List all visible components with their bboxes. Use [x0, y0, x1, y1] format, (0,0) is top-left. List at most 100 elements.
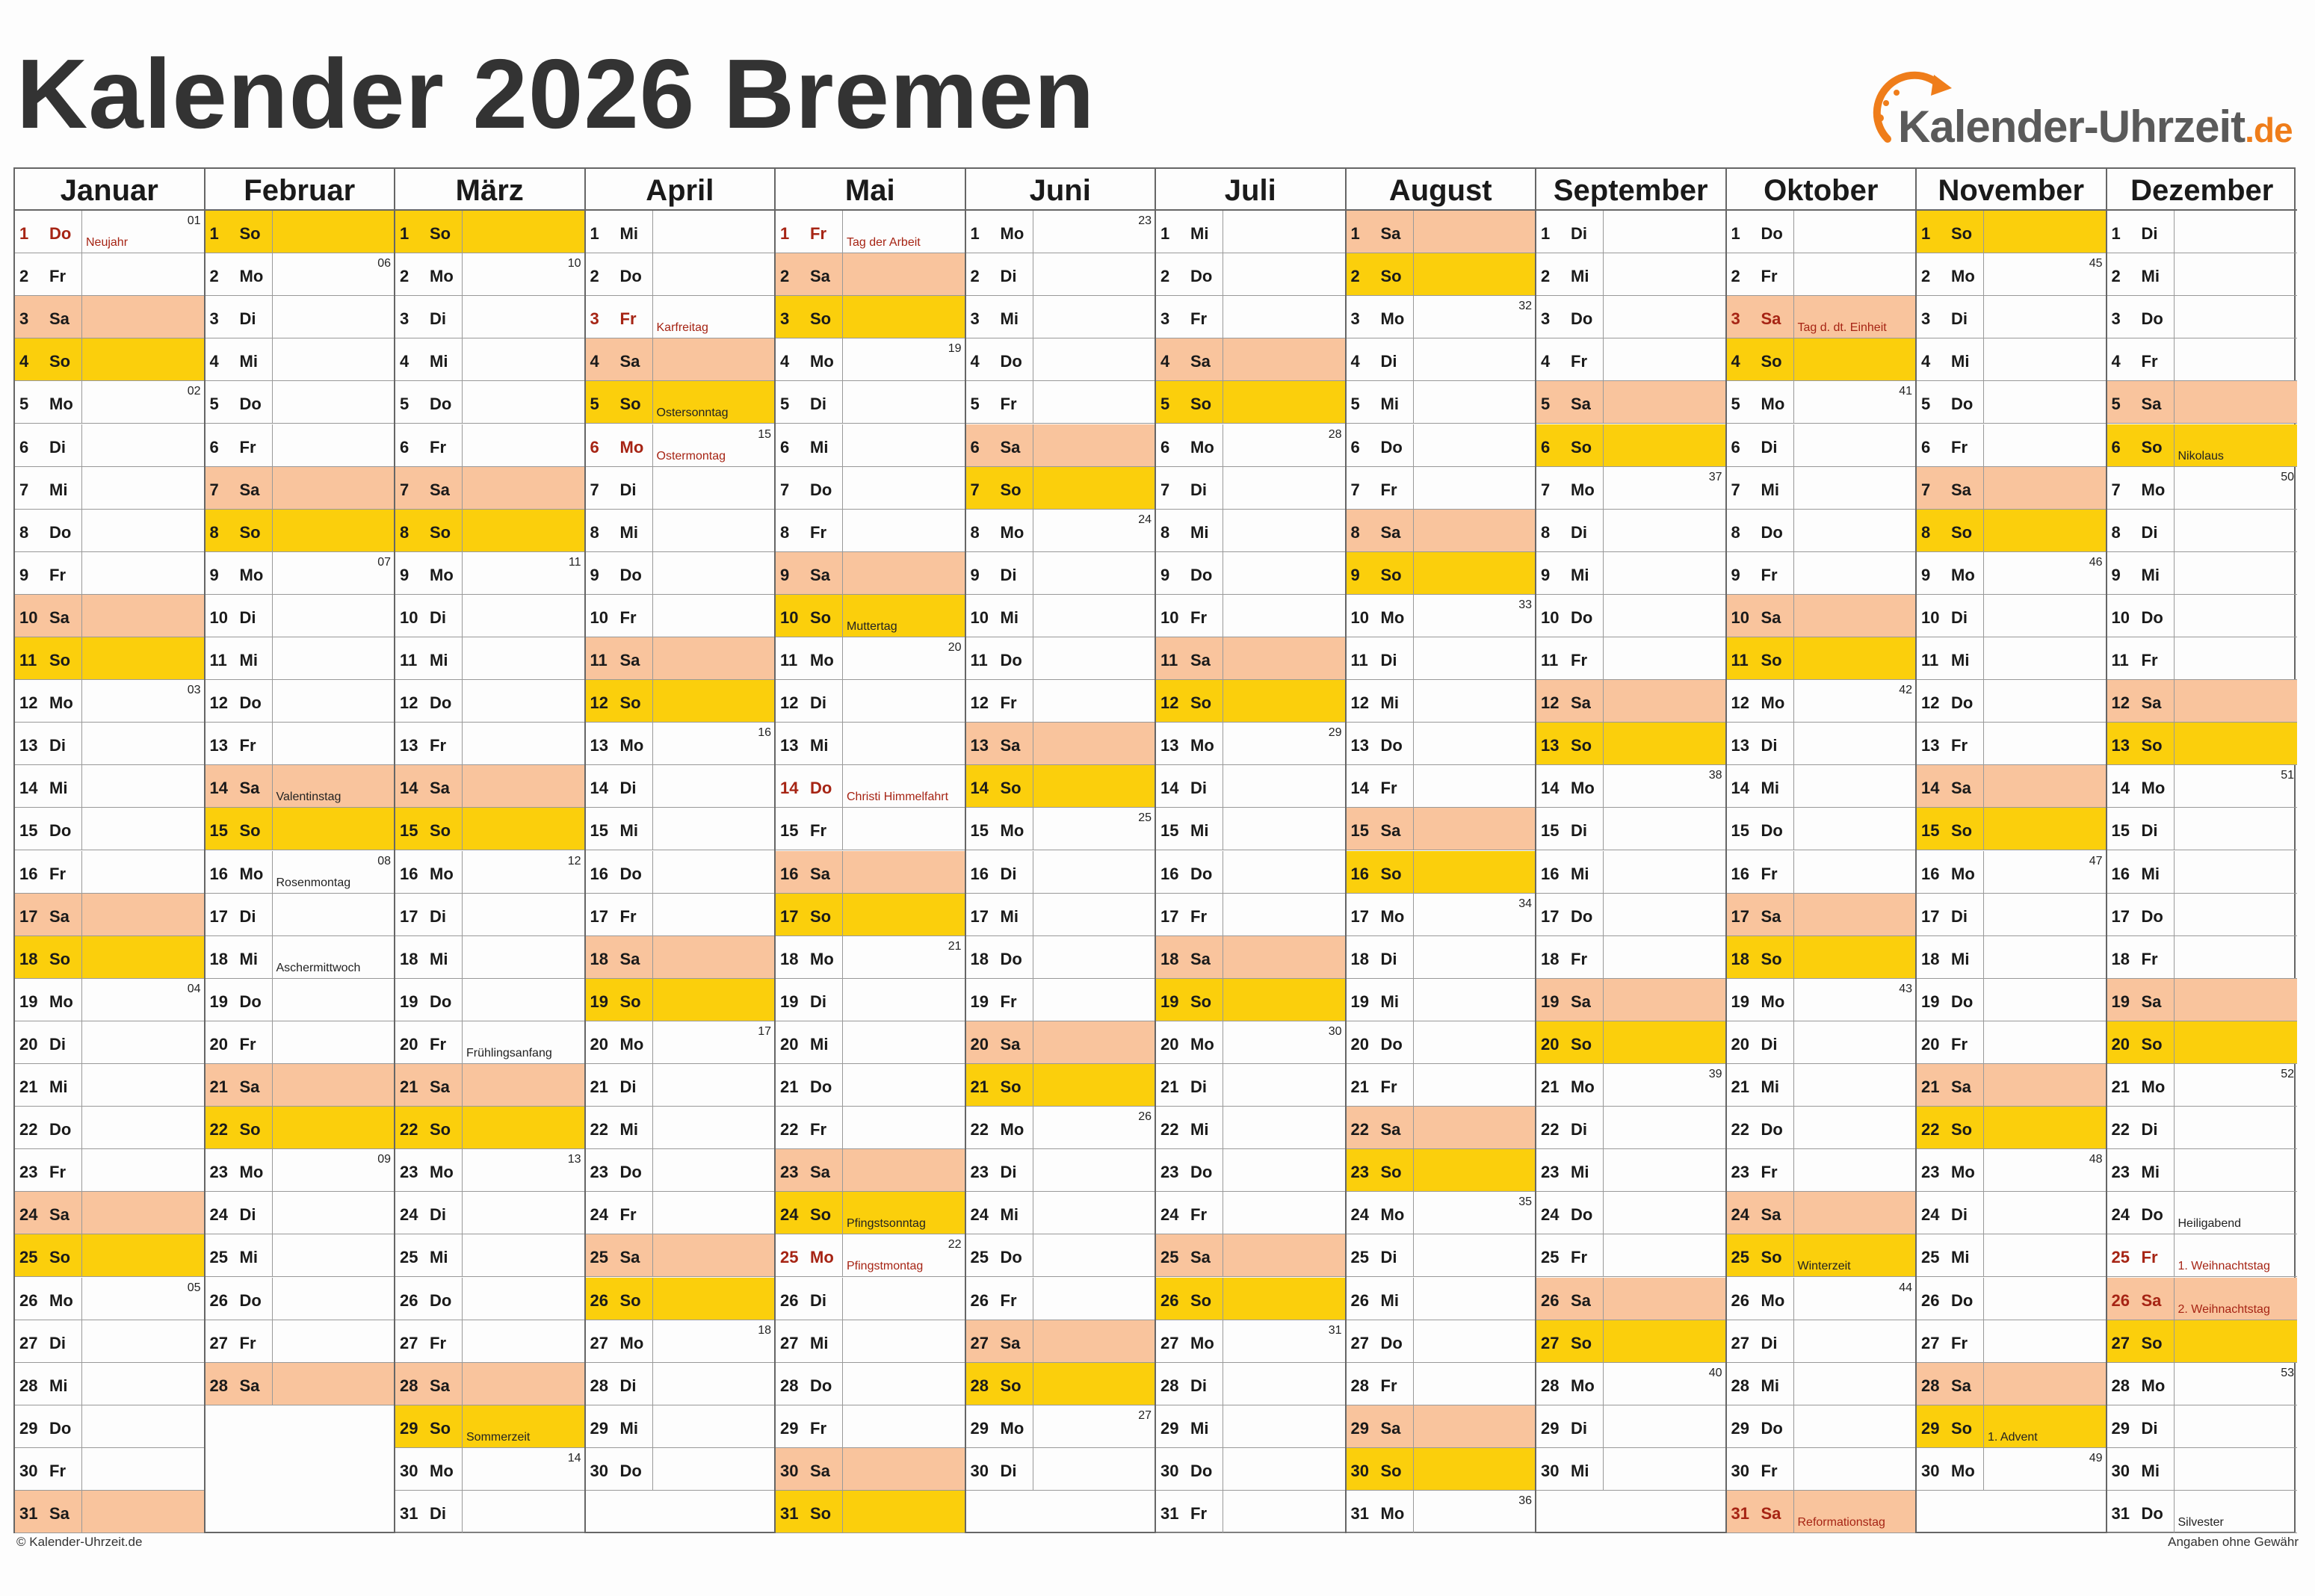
day-number: 2 [2111, 267, 2121, 286]
day-cell: 21 Mo [1536, 1064, 1604, 1107]
weekday-label: So [2141, 437, 2163, 457]
day-row: 10 Fr [585, 594, 774, 637]
weekday-label: Di [810, 1290, 826, 1310]
day-cell: 4 Sa [586, 338, 653, 381]
weekday-label: So [430, 1120, 451, 1139]
month-column: September 1 Di 2 Mi 3 Do 4 Fr 5 Sa 6 So 7 Mo 37 8 Di 9 Mi 10… [1536, 169, 1727, 1532]
day-row: 1 So [395, 211, 584, 254]
weekday-label: Fr [810, 522, 826, 542]
day-row: 24 Di [1917, 1192, 2106, 1235]
day-number: 6 [1921, 437, 1931, 457]
weekday-label: Sa [1000, 1333, 1021, 1352]
day-cell: 24 Fr [1156, 1192, 1223, 1234]
day-number: 26 [590, 1290, 608, 1310]
day-number: 13 [1541, 736, 1560, 755]
day-cell: 20 Mo [586, 1021, 653, 1063]
weekday-label: Mi [1761, 480, 1779, 499]
day-row: 14 Mi [1726, 765, 1915, 808]
day-row: 10 Mi [965, 594, 1155, 637]
weekday-label: So [1761, 949, 1782, 968]
weekday-label: Mo [1571, 480, 1595, 499]
day-number: 27 [590, 1333, 608, 1352]
weekday-label: Do [430, 395, 452, 414]
day-cell: 27 Mo [586, 1320, 653, 1362]
weekday-label: Do [1761, 1418, 1783, 1438]
weekday-label: Sa [810, 565, 830, 584]
weekday-label: Mo [1190, 437, 1214, 457]
day-row: 15 So [395, 808, 584, 851]
day-cell: 22 Mo [966, 1107, 1033, 1149]
day-number: 26 [1921, 1290, 1940, 1310]
day-row: 16 Do [585, 850, 774, 894]
day-cell: 21 Mi [1727, 1064, 1794, 1107]
day-number: 4 [1921, 352, 1931, 371]
day-row: 28 Mo 40 [1536, 1362, 1725, 1405]
day-row: 18 Sa [1156, 935, 1345, 979]
weekday-label: Di [49, 1034, 66, 1054]
day-row: 6 Di [1726, 424, 1915, 467]
day-number: 11 [590, 651, 608, 669]
day-cell: 4 Mi [395, 338, 463, 381]
day-number: 16 [209, 864, 228, 883]
weekday-label: Sa [1571, 992, 1591, 1011]
weekday-label: Fr [1190, 1205, 1207, 1225]
day-row: 14 Mi [15, 765, 204, 808]
day-note: Winterzeit [1797, 1260, 1851, 1273]
day-row: 20 Fr [205, 1021, 394, 1064]
day-number: 10 [1731, 607, 1749, 627]
day-number: 3 [400, 309, 409, 329]
week-number: 52 [2281, 1068, 2294, 1080]
day-row: 16 Mi [2107, 850, 2297, 894]
day-cell: 12 Di [776, 680, 843, 723]
day-cell: 31 Mo [1347, 1491, 1414, 1533]
week-number: 02 [187, 385, 201, 398]
day-number: 28 [1160, 1376, 1179, 1395]
week-number: 35 [1518, 1196, 1532, 1209]
day-row: 2 Do [585, 253, 774, 297]
day-number: 25 [400, 1248, 418, 1267]
day-cell: 26 Do [205, 1277, 273, 1320]
day-row: 13 Fr [205, 723, 394, 766]
day-row: 30 Do [1156, 1447, 1345, 1491]
day-row: 25 Sa [1156, 1234, 1345, 1278]
weekday-label: Mo [1571, 1376, 1595, 1395]
day-cell: 14 Sa [395, 765, 463, 808]
weekday-label: Mo [1571, 1077, 1595, 1096]
day-cell: 21 Di [586, 1064, 653, 1107]
day-row: 13 Sa [965, 723, 1155, 766]
day-number: 9 [209, 565, 219, 584]
day-row: 2 Mi [1536, 253, 1725, 297]
day-row: 24 Sa [15, 1192, 204, 1235]
weekday-label: Di [2141, 821, 2158, 841]
day-number: 10 [400, 607, 418, 627]
day-number: 18 [970, 949, 989, 968]
day-cell: 30 Mi [2107, 1447, 2175, 1490]
day-row: 23 Mo 09 [205, 1149, 394, 1193]
weekday-label: Mi [1571, 1461, 1589, 1480]
day-note: Aschermittwoch [276, 961, 361, 974]
day-number: 9 [1731, 565, 1740, 584]
weekday-label: Sa [810, 1163, 830, 1182]
day-number: 9 [400, 565, 409, 584]
day-number: 25 [1731, 1248, 1749, 1267]
weekday-label: Mi [1761, 1077, 1779, 1096]
day-cell: 27 So [1536, 1320, 1604, 1362]
day-row: 26 Do [395, 1277, 584, 1320]
day-row: 4 Sa [1156, 338, 1345, 382]
day-number: 20 [590, 1034, 608, 1054]
day-number: 6 [780, 437, 790, 457]
weekday-label: Do [1951, 1290, 1974, 1310]
weekday-label: Sa [1761, 1205, 1781, 1225]
day-row: 3 Sa Tag d. dt. Einheit [1726, 296, 1915, 339]
day-row: 12 So [1156, 680, 1345, 723]
weekday-label: Di [49, 437, 66, 457]
day-row: 26 Do [1917, 1277, 2106, 1320]
day-row: 24 Di [205, 1192, 394, 1235]
day-number: 1 [400, 224, 409, 243]
day-cell: 14 Do [776, 765, 843, 808]
day-cell: 10 Do [2107, 594, 2175, 637]
weekday-label: Sa [1000, 437, 1021, 457]
day-number: 13 [590, 736, 608, 755]
day-cell: 3 Di [1917, 296, 1984, 338]
day-number: 9 [2111, 565, 2121, 584]
